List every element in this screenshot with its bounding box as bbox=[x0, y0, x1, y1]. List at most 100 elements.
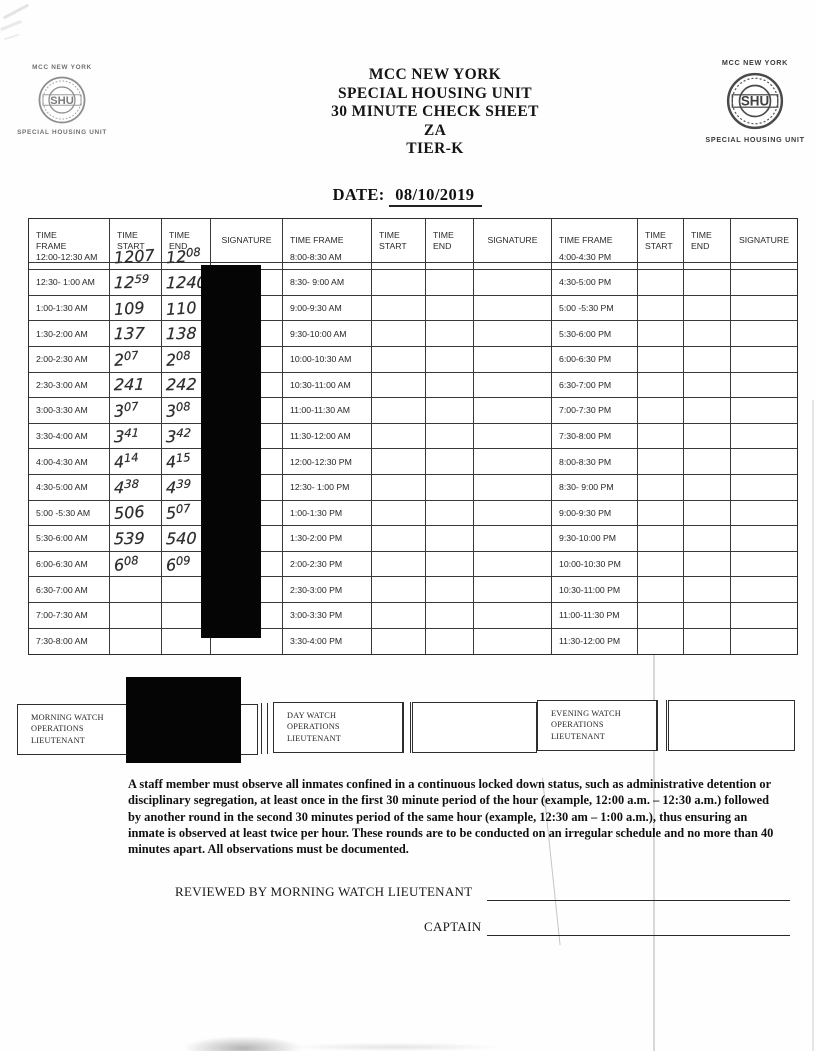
time-start-cell: 1259 bbox=[110, 270, 162, 296]
date-value: 08/10/2019 bbox=[389, 185, 483, 207]
handwritten-time-start: 438 bbox=[113, 476, 140, 497]
time-frame-cell: 12:30- 1:00 PM bbox=[283, 474, 372, 501]
day-watch-box: DAY WATCH OPERATIONS LIEUTENANT bbox=[273, 702, 403, 753]
time-frame-cell: 12:00-12:30 PM bbox=[283, 449, 372, 475]
time-end-cell bbox=[426, 577, 474, 603]
time-frame-cell: 3:30-4:00 PM bbox=[283, 628, 372, 655]
handwritten-time-end: 540 bbox=[165, 528, 198, 549]
header-signature: SIGNATURE bbox=[731, 219, 797, 263]
signature-cell bbox=[474, 551, 552, 578]
time-start-cell bbox=[638, 423, 684, 450]
time-start-cell bbox=[638, 346, 684, 373]
divider-lines bbox=[261, 703, 268, 754]
time-frame-cell: 2:00-2:30 AM bbox=[29, 346, 110, 373]
scan-artifact-corner-streak bbox=[2, 3, 30, 20]
time-start-cell bbox=[372, 628, 426, 655]
time-frame-cell: 3:00-3:30 AM bbox=[29, 398, 110, 424]
time-frame-cell: 7:30-8:00 PM bbox=[552, 423, 638, 450]
time-end-cell bbox=[426, 295, 474, 322]
time-start-cell bbox=[638, 602, 684, 629]
watch-label-line: LIEUTENANT bbox=[287, 733, 342, 743]
title-line: 30 MINUTE CHECK SHEET bbox=[331, 103, 539, 120]
title-line: TIER-K bbox=[406, 140, 464, 157]
title-line: MCC NEW YORK bbox=[368, 66, 502, 83]
time-frame-cell: 4:30-5:00 AM bbox=[29, 474, 110, 501]
header-time-end: TIME END bbox=[426, 219, 474, 263]
time-end-cell bbox=[426, 372, 474, 399]
time-start-cell: 506 bbox=[110, 500, 162, 527]
time-start-cell bbox=[638, 244, 684, 271]
handwritten-time-end: 415 bbox=[165, 450, 192, 472]
time-end-cell bbox=[426, 474, 474, 501]
svg-text:SHU: SHU bbox=[50, 95, 74, 107]
time-end-cell bbox=[162, 628, 211, 655]
handwritten-time-end: 609 bbox=[165, 552, 192, 575]
shu-logo-left: MCC NEW YORK SHU SPECIAL HOUSING UNIT bbox=[12, 64, 112, 136]
divider-lines bbox=[403, 702, 411, 753]
signature-cell bbox=[731, 373, 797, 399]
title-line: ZA bbox=[423, 121, 447, 139]
handwritten-time-start: 109 bbox=[113, 297, 146, 319]
time-frame-cell: 10:30-11:00 PM bbox=[552, 577, 638, 603]
time-start-cell bbox=[372, 398, 426, 424]
header-time-start: TIME START bbox=[638, 219, 684, 263]
handwritten-time-end: 1208 bbox=[165, 245, 202, 268]
time-start-cell: 608 bbox=[110, 551, 162, 578]
signature-cell bbox=[474, 628, 552, 655]
time-frame-cell: 9:00-9:30 AM bbox=[283, 295, 372, 322]
date-line: DATE: 08/10/2019 bbox=[0, 185, 815, 207]
time-start-cell bbox=[372, 295, 426, 322]
time-start-cell bbox=[638, 500, 684, 527]
time-end-cell bbox=[684, 295, 731, 322]
scan-artifact-corner-streak bbox=[4, 33, 19, 41]
logo-bottom-text: SPECIAL HOUSING UNIT bbox=[17, 129, 107, 136]
time-start-cell: 207 bbox=[110, 346, 162, 373]
time-frame-cell: 1:00-1:30 AM bbox=[29, 295, 110, 322]
time-start-cell bbox=[110, 577, 162, 603]
time-end-cell bbox=[426, 551, 474, 578]
time-end-cell bbox=[684, 244, 731, 271]
time-start-cell bbox=[638, 295, 684, 322]
time-frame-cell: 7:00-7:30 AM bbox=[29, 602, 110, 629]
signature-cell bbox=[474, 244, 552, 271]
signature-cell bbox=[731, 577, 797, 603]
time-frame-cell: 11:30-12:00 AM bbox=[283, 423, 372, 450]
time-frame-cell: 8:00-8:30 AM bbox=[283, 244, 372, 271]
header-time-frame: TIME FRAME bbox=[283, 219, 372, 263]
time-start-cell: 1207 bbox=[110, 244, 162, 271]
time-frame-cell: 3:00-3:30 PM bbox=[283, 602, 372, 629]
time-frame-cell: 8:30- 9:00 PM bbox=[552, 474, 638, 501]
signature-cell bbox=[474, 270, 552, 296]
signature-cell bbox=[731, 501, 797, 527]
time-frame-cell: 5:30-6:00 PM bbox=[552, 321, 638, 347]
time-end-cell bbox=[684, 526, 731, 552]
time-end-cell bbox=[684, 449, 731, 475]
signature-cell bbox=[474, 602, 552, 629]
time-end-cell bbox=[684, 346, 731, 373]
watch-label-line: OPERATIONS bbox=[551, 720, 604, 730]
header-time-end: TIME END bbox=[684, 219, 731, 263]
svg-text:SHU: SHU bbox=[741, 94, 769, 109]
signature-cell bbox=[474, 372, 552, 399]
logo-top-text: MCC NEW YORK bbox=[721, 58, 789, 67]
time-start-cell bbox=[372, 551, 426, 578]
handwritten-time-start: 137 bbox=[113, 323, 146, 344]
logo-top-text: MCC NEW YORK bbox=[32, 64, 92, 71]
time-start-cell bbox=[638, 551, 684, 578]
time-frame-cell: 6:00-6:30 PM bbox=[552, 346, 638, 373]
signature-cell bbox=[731, 347, 797, 373]
time-frame-cell: 10:00-10:30 PM bbox=[552, 551, 638, 578]
watch-label-line: OPERATIONS bbox=[287, 722, 340, 732]
signature-cell bbox=[474, 423, 552, 450]
time-frame-cell: 11:00-11:30 PM bbox=[552, 602, 638, 629]
signature-cell bbox=[474, 346, 552, 373]
handwritten-time-start: 608 bbox=[113, 552, 140, 575]
signature-cell bbox=[474, 295, 552, 322]
time-end-cell bbox=[684, 321, 731, 347]
header-time-end: TIME END bbox=[162, 219, 211, 263]
time-start-cell bbox=[372, 244, 426, 271]
time-end-cell bbox=[426, 423, 474, 450]
time-end-cell bbox=[684, 270, 731, 296]
handwritten-time-start: 539 bbox=[113, 528, 146, 549]
date-label: DATE: bbox=[332, 185, 385, 204]
